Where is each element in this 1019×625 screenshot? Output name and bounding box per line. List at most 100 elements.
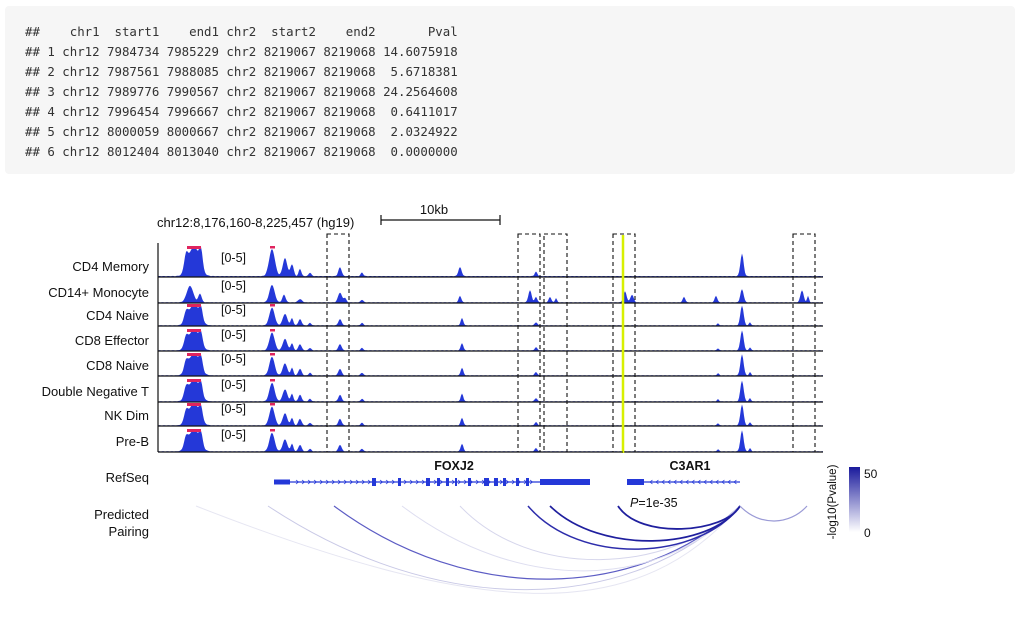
- strand-arrow: [709, 479, 713, 485]
- strand-arrow: [451, 479, 456, 485]
- track-signals: [158, 246, 823, 452]
- dashed-box: [612, 233, 636, 453]
- code-line-row: ## 2 chr12 7987561 7988085 chr2 8219067 …: [25, 64, 458, 79]
- strand-arrow: [397, 479, 402, 485]
- strand-arrow: [415, 479, 420, 485]
- pairing-arc: [333, 505, 741, 580]
- exon: [526, 478, 529, 486]
- track-range-label: [0-5]: [221, 328, 246, 342]
- foxj2-strand-arrows: [295, 479, 534, 485]
- strand-arrow: [721, 479, 725, 485]
- strand-arrow: [487, 479, 492, 485]
- strand-arrow: [463, 479, 468, 485]
- signal-track: [158, 246, 823, 277]
- strand-arrow: [685, 479, 689, 485]
- strand-arrow: [697, 479, 701, 485]
- clipped-peak-marker: [187, 353, 201, 356]
- strand-arrow: [505, 479, 510, 485]
- pairing-arc: [195, 505, 741, 594]
- exon: [426, 478, 430, 486]
- track-label: CD4 Naive: [86, 308, 149, 323]
- strand-arrow: [469, 479, 474, 485]
- strand-arrow: [493, 479, 498, 485]
- dashed-box: [543, 233, 568, 453]
- strand-arrow: [367, 479, 372, 485]
- track-range-label: [0-5]: [221, 251, 246, 265]
- clipped-peak-marker: [187, 429, 201, 432]
- pairing-arc: [549, 505, 741, 542]
- exon: [455, 478, 457, 486]
- signal-track: [158, 329, 823, 351]
- track-range-label: [0-5]: [221, 428, 246, 442]
- strand-arrow: [391, 479, 396, 485]
- strand-arrow: [331, 479, 336, 485]
- clipped-peak-marker: [270, 379, 275, 382]
- clipped-peak-marker: [187, 329, 201, 332]
- pairing-arcs: [195, 505, 808, 594]
- pvalue-prefix: P: [630, 496, 639, 510]
- strand-arrow: [361, 479, 366, 485]
- clipped-peak-marker: [270, 246, 275, 249]
- signal-area: [158, 284, 823, 303]
- code-line-row: ## 6 chr12 8012404 8013040 chr2 8219067 …: [25, 144, 458, 159]
- track-label: CD4 Memory: [72, 259, 149, 274]
- signal-area: [158, 305, 823, 326]
- signal-track: [158, 403, 823, 426]
- track-axes: [157, 243, 823, 453]
- strand-arrow: [475, 479, 480, 485]
- strand-arrow: [403, 479, 408, 485]
- pairing-arc: [527, 505, 741, 550]
- pairing-label-line2: Pairing: [109, 524, 149, 539]
- strand-arrow: [439, 479, 444, 485]
- colorbar-label: -log10(Pvalue): [827, 464, 839, 539]
- c3ar1-strand-arrows: [649, 479, 737, 485]
- strand-arrow: [667, 479, 671, 485]
- colorbar-max: 50: [864, 467, 878, 481]
- code-line-row: ## 4 chr12 7996454 7996667 chr2 8219067 …: [25, 104, 458, 119]
- track-range-label: [0-5]: [221, 402, 246, 416]
- pairing-arc: [267, 505, 741, 591]
- colorbar: [849, 467, 860, 532]
- strand-arrow: [445, 479, 450, 485]
- pairing-arc: [617, 505, 741, 530]
- strand-arrow: [673, 479, 677, 485]
- strand-arrow: [319, 479, 324, 485]
- gene-c3ar1: C3AR1: [627, 459, 740, 485]
- code-line-header: ## chr1 start1 end1 chr2 start2 end2 Pva…: [25, 24, 458, 39]
- signal-area: [158, 404, 823, 426]
- code-line-row: ## 3 chr12 7989776 7990567 chr2 8219067 …: [25, 84, 458, 99]
- signal-track: [158, 429, 823, 452]
- signal-area: [158, 247, 823, 277]
- signal-area: [158, 354, 823, 376]
- color-legend: 50 0 -log10(Pvalue): [827, 464, 878, 540]
- clipped-peak-marker: [187, 403, 201, 406]
- strand-arrow: [529, 479, 534, 485]
- pvalue-annotation: P=1e-35: [630, 496, 678, 510]
- exon: [446, 478, 449, 486]
- track-range-label: [0-5]: [221, 303, 246, 317]
- genome-browser-figure: chr12:8,176,160-8,225,457 (hg19) 10kb CD…: [42, 202, 878, 594]
- strand-arrow: [379, 479, 384, 485]
- strand-arrow: [691, 479, 695, 485]
- strand-arrow: [427, 479, 432, 485]
- track-label: CD8 Naive: [86, 358, 149, 373]
- strand-arrow: [349, 479, 354, 485]
- strand-arrow: [373, 479, 378, 485]
- clipped-peak-marker: [270, 429, 275, 432]
- strand-arrow: [655, 479, 659, 485]
- signal-area: [158, 330, 823, 351]
- exon: [468, 478, 471, 486]
- code-output-block: ## chr1 start1 end1 chr2 start2 end2 Pva…: [5, 6, 1015, 174]
- strand-arrow: [481, 479, 486, 485]
- code-output-text: ## chr1 start1 end1 chr2 start2 end2 Pva…: [25, 22, 1015, 162]
- strand-arrow: [313, 479, 318, 485]
- track-label: CD8 Effector: [75, 333, 150, 348]
- dashed-box: [326, 233, 350, 453]
- dashed-box: [792, 233, 816, 453]
- track-range-label: [0-5]: [221, 279, 246, 293]
- strand-arrow: [715, 479, 719, 485]
- track-label: CD14+ Monocyte: [48, 285, 149, 300]
- exon: [516, 478, 519, 486]
- strand-arrow: [409, 479, 414, 485]
- strand-arrow: [679, 479, 683, 485]
